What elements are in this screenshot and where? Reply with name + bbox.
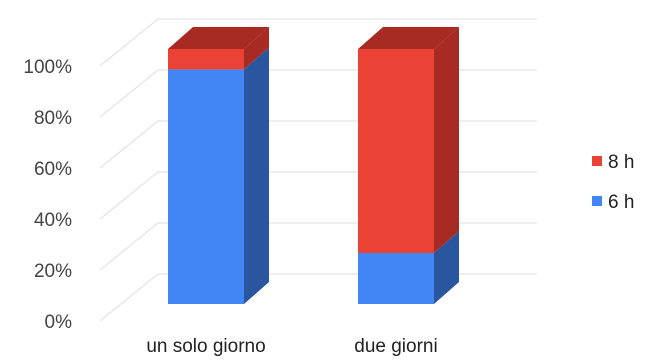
gridline bbox=[99, 120, 537, 169]
legend-label: 6 h bbox=[608, 192, 634, 213]
legend-swatch bbox=[592, 156, 602, 166]
gridline bbox=[99, 171, 537, 220]
y-tick-label: 0% bbox=[45, 312, 73, 333]
legend: 8 h 6 h bbox=[592, 152, 634, 213]
x-axis-labels: un solo giorno due giorni bbox=[146, 336, 437, 357]
bar-segment bbox=[358, 231, 459, 304]
category-label: due giorni bbox=[354, 336, 437, 357]
bar-front bbox=[358, 49, 434, 253]
bar-side bbox=[244, 47, 269, 305]
legend-label: 8 h bbox=[608, 152, 634, 173]
y-tick-label: 40% bbox=[34, 210, 72, 231]
bar-front bbox=[358, 253, 434, 304]
gridline bbox=[99, 273, 537, 322]
bar-side bbox=[244, 27, 269, 70]
category-label: un solo giorno bbox=[146, 336, 265, 357]
gridline bbox=[99, 69, 537, 118]
bar-segment bbox=[168, 27, 269, 70]
bars bbox=[168, 27, 459, 305]
bar-segment bbox=[358, 27, 459, 253]
bar-top bbox=[168, 27, 269, 49]
bar-top bbox=[358, 27, 459, 49]
y-tick-label: 20% bbox=[34, 261, 72, 282]
gridline bbox=[99, 18, 537, 67]
legend-item: 8 h bbox=[592, 152, 634, 173]
y-tick-label: 100% bbox=[23, 57, 72, 78]
grid bbox=[99, 18, 537, 322]
bar-front bbox=[168, 49, 244, 70]
bar-segment bbox=[168, 47, 269, 305]
bar-front bbox=[168, 69, 244, 305]
y-tick-label: 80% bbox=[34, 108, 72, 129]
bar-side bbox=[434, 27, 459, 253]
gridline bbox=[99, 222, 537, 271]
legend-item: 6 h bbox=[592, 192, 634, 213]
y-tick-label: 60% bbox=[34, 159, 72, 180]
bar-side bbox=[434, 231, 459, 304]
y-axis-ticks: 0% 20% 40% 60% 80% 100% bbox=[23, 57, 72, 333]
legend-swatch bbox=[592, 196, 602, 206]
